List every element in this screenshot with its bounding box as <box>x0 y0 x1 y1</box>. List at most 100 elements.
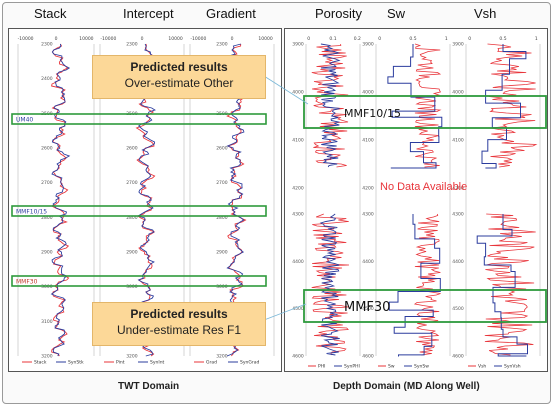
marker-label: MMF10/15 <box>344 107 401 120</box>
scale-label: 10000 <box>79 36 93 42</box>
legend-label: SynStk <box>68 360 84 366</box>
scale-label: -10000 <box>18 36 34 42</box>
scale-label: 10000 <box>258 36 272 42</box>
scale-label: 1 <box>445 36 448 42</box>
scale-label: 0.5 <box>499 36 506 42</box>
depth-tick: 4100 <box>292 138 304 144</box>
depth-tick: 4300 <box>362 212 374 218</box>
legend-label: SynVsh <box>504 364 521 370</box>
depth-tick: 4000 <box>362 90 374 96</box>
depth-tick: 2800 <box>126 215 138 221</box>
depth-tick: 3900 <box>362 42 374 48</box>
depth-tick: 2300 <box>216 42 228 48</box>
scale-label: 1 <box>535 36 538 42</box>
scale-label: 0.5 <box>409 36 416 42</box>
depth-tick: 4100 <box>362 138 374 144</box>
marker-box <box>11 113 267 125</box>
depth-tick: 3200 <box>41 354 53 360</box>
scale-label: 0.2 <box>354 36 361 42</box>
marker-box <box>303 289 547 323</box>
scale-label: -10000 <box>190 36 206 42</box>
depth-domain-label: Depth Domain (MD Along Well) <box>333 381 480 392</box>
marker-label: UM40 <box>16 117 33 124</box>
depth-tick: 3900 <box>452 42 464 48</box>
depth-tick: 2800 <box>216 215 228 221</box>
legend-label: SynInt <box>150 360 165 366</box>
vsh-synthetic <box>481 44 527 169</box>
porosity-synthetic <box>320 43 341 168</box>
depth-tick: 2600 <box>41 146 53 152</box>
sw-log <box>414 43 442 168</box>
scale-label: 10000 <box>168 36 182 42</box>
header-vsh: Vsh <box>474 6 497 21</box>
legend-label: Stack <box>34 360 47 366</box>
vsh-log <box>484 213 536 356</box>
depth-tick: 4100 <box>452 138 464 144</box>
legend-label: SynGrad <box>240 360 259 366</box>
header-gradient: Gradient <box>206 6 256 21</box>
depth-tick: 2700 <box>41 180 53 186</box>
callout-under-title: Predicted results <box>130 307 228 321</box>
sw-log <box>413 213 441 356</box>
vsh-synthetic <box>476 214 528 357</box>
depth-tick: 3100 <box>41 319 53 325</box>
depth-tick: 4600 <box>362 354 374 360</box>
depth-tick: 2600 <box>216 146 228 152</box>
depth-tick: 2400 <box>41 76 53 82</box>
depth-tick: 2700 <box>216 180 228 186</box>
header-intercept: Intercept <box>123 6 174 21</box>
scale-label: 0 <box>378 36 381 42</box>
scale-label: 0.1 <box>329 36 336 42</box>
legend-label: Sw <box>388 364 395 370</box>
depth-tick: 2300 <box>126 42 138 48</box>
synthetic-trace <box>50 43 71 357</box>
depth-tick: 3200 <box>216 354 228 360</box>
legend-label: PHI <box>318 364 325 370</box>
depth-tick: 2600 <box>126 146 138 152</box>
scale-label: 0 <box>307 36 310 42</box>
depth-tick: 4400 <box>292 259 304 265</box>
porosity-log <box>311 43 349 168</box>
depth-tick: 4600 <box>452 354 464 360</box>
marker-label: MMF30 <box>344 300 390 315</box>
depth-tick: 3000 <box>216 284 228 290</box>
depth-tick: 4300 <box>292 212 304 218</box>
legend-label: Grad <box>206 360 217 366</box>
depth-tick: 3000 <box>126 284 138 290</box>
legend-label: Pint <box>116 360 125 366</box>
no-data-label: No Data Available <box>380 181 468 193</box>
measured-trace <box>50 43 70 357</box>
header-sw: Sw <box>387 6 406 21</box>
header-stack: Stack <box>34 6 67 21</box>
marker-box <box>11 275 267 287</box>
depth-tick: 4200 <box>362 186 374 192</box>
depth-tick: 2800 <box>41 215 53 221</box>
depth-tick: 4400 <box>362 259 374 265</box>
callout-over-title: Predicted results <box>130 60 228 74</box>
depth-tick: 2900 <box>216 250 228 256</box>
depth-tick: 2700 <box>126 180 138 186</box>
legend-label: SynPHI <box>344 364 360 370</box>
header-porosity: Porosity <box>315 6 362 21</box>
twt-domain-label: TWT Domain <box>118 381 180 392</box>
legend-label: SynSw <box>414 364 429 370</box>
scale-label: 0 <box>468 36 471 42</box>
depth-tick: 4500 <box>292 306 304 312</box>
marker-label: MMF10/15 <box>16 209 47 216</box>
depth-tick: 4200 <box>452 186 464 192</box>
callout-over-subtitle: Over-estimate Other <box>124 76 234 90</box>
marker-label: MMF30 <box>16 279 38 286</box>
sw-synthetic <box>387 44 443 169</box>
depth-tick: 3200 <box>126 354 138 360</box>
marker-box <box>11 205 267 217</box>
scale-label: 0 <box>231 36 234 42</box>
depth-tick: 4000 <box>452 90 464 96</box>
depth-tick: 4600 <box>292 354 304 360</box>
depth-tick: 2900 <box>41 250 53 256</box>
scale-label: -10000 <box>100 36 116 42</box>
depth-tick: 4200 <box>292 186 304 192</box>
sw-synthetic <box>388 214 441 357</box>
depth-tick: 4300 <box>452 212 464 218</box>
depth-tick: 3900 <box>292 42 304 48</box>
